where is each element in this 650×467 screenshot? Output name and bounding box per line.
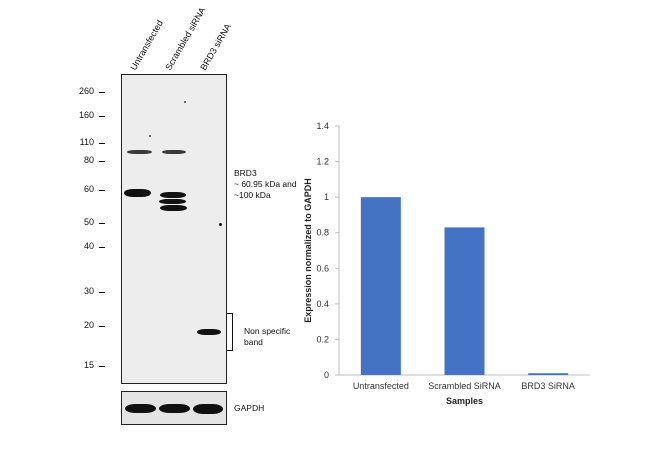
mw-marker: 30 — [83, 286, 94, 296]
bar — [528, 373, 569, 375]
x-tick-label: Untransfected — [353, 381, 409, 391]
y-tick-label: 1.4 — [316, 121, 329, 131]
nonspecific-line2: band — [244, 337, 263, 347]
y-tick-label: 0.2 — [316, 334, 329, 344]
mw-tick — [99, 116, 105, 117]
nonspecific-annotation: Non specific band — [244, 326, 290, 348]
blot-speck — [149, 135, 151, 137]
y-tick-label: 0.4 — [316, 299, 329, 309]
bar — [360, 197, 401, 375]
gapdh-label: GAPDH — [234, 403, 265, 413]
western-blot-panel — [121, 74, 227, 384]
y-tick-label: 1 — [324, 192, 329, 202]
gapdh-band-brd3-sirna — [193, 404, 223, 414]
brd3-annotation: BRD3 ~ 60.95 kDa and ~100 kDa — [234, 168, 297, 201]
mw-marker: 110 — [79, 137, 94, 147]
mw-tick — [99, 92, 105, 93]
y-axis-title: Expression normalized to GAPDH — [303, 178, 313, 323]
band-60kda-scrambled-middle — [159, 199, 186, 204]
lane-label-untransfected: Untransfected — [128, 18, 166, 72]
mw-marker: 15 — [83, 360, 94, 370]
brd3-mw-line2: ~100 kDa — [234, 190, 271, 200]
gapdh-blot-panel — [121, 391, 227, 425]
chart-labels: 0 0.2 0.4 0.6 0.8 1 1.2 1.4 Untransfected Scrambl… — [303, 121, 575, 406]
chart-bars — [360, 197, 569, 375]
mw-marker: 260 — [78, 86, 94, 96]
band-60kda-untransfected — [124, 189, 151, 197]
nonspecific-bracket — [227, 313, 233, 351]
x-tick-label: BRD3 SiRNA — [521, 381, 575, 391]
band-100kda-untransfected — [127, 150, 152, 154]
mw-marker: 60 — [83, 184, 94, 194]
nonspecific-line1: Non specific — [244, 326, 291, 336]
mw-tick — [99, 366, 105, 367]
brd3-mw-line1: ~ 60.95 kDa and — [234, 179, 297, 189]
y-tick-label: 0 — [324, 370, 329, 380]
mw-tick — [99, 247, 105, 248]
band-100kda-scrambled — [162, 150, 186, 154]
mw-tick — [99, 190, 105, 191]
gapdh-band-untransfected — [125, 404, 156, 413]
y-tick-label: 0.8 — [316, 228, 329, 238]
blot-speck — [219, 223, 222, 226]
mw-marker: 20 — [83, 320, 94, 330]
chart-axes — [335, 125, 590, 376]
mw-marker: 160 — [78, 110, 94, 120]
band-nonspecific-brd3-sirna — [197, 329, 221, 335]
band-60kda-scrambled-upper — [160, 192, 186, 198]
x-tick-label: Scrambled SiRNA — [428, 381, 501, 391]
band-60kda-scrambled-lower — [160, 205, 187, 211]
gapdh-band-scrambled — [159, 404, 190, 413]
mw-tick — [99, 223, 105, 224]
mw-tick — [99, 161, 105, 162]
x-axis-title: Samples — [446, 396, 483, 406]
lane-label-brd3-sirna: BRD3 siRNA — [198, 21, 234, 72]
mw-marker: 40 — [83, 241, 94, 251]
y-tick-label: 0.6 — [316, 263, 329, 273]
brd3-title: BRD3 — [234, 168, 257, 178]
y-tick-label: 1.2 — [316, 157, 329, 167]
mw-marker: 50 — [83, 217, 94, 227]
blot-speck — [184, 101, 186, 103]
mw-tick — [99, 143, 105, 144]
bar — [444, 227, 485, 375]
mw-marker: 80 — [83, 155, 94, 165]
mw-tick — [99, 326, 105, 327]
mw-tick — [99, 292, 105, 293]
